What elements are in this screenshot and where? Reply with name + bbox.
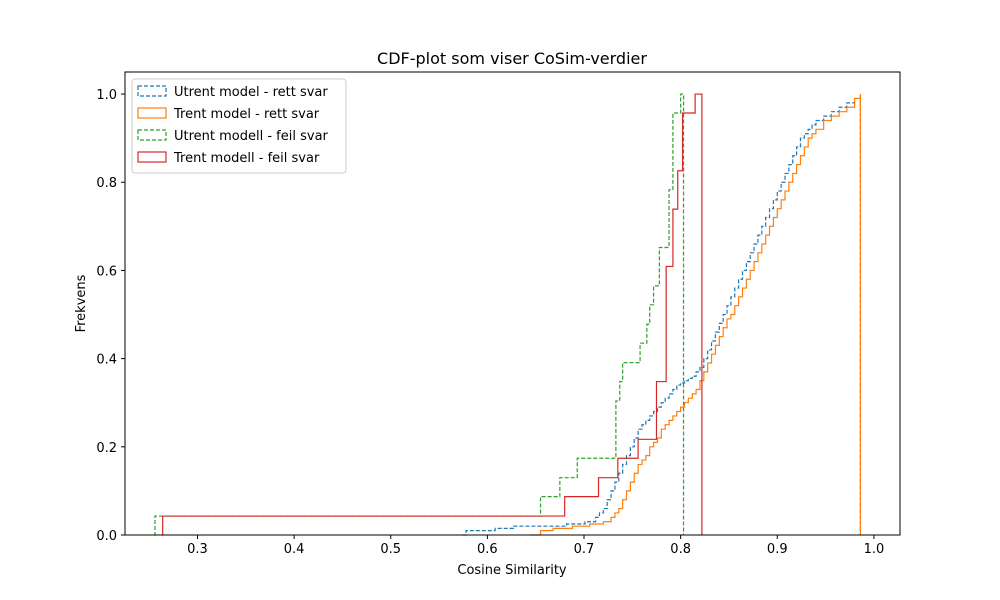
series-lines (153, 93, 861, 536)
y-tick-label: 0.4 (96, 353, 117, 368)
legend-label: Utrent model - rett svar (174, 85, 328, 100)
legend-label: Utrent modell - feil svar (174, 129, 329, 144)
x-tick-label: 0.6 (477, 542, 498, 557)
x-tick-label: 0.5 (380, 542, 401, 557)
y-axis-label: Frekvens (74, 274, 89, 332)
y-tick-label: 1.0 (96, 88, 117, 103)
x-tick-label: 0.7 (574, 542, 595, 557)
legend-swatch (137, 85, 167, 97)
x-tick-label: 0.8 (670, 542, 691, 557)
legend-frame (131, 78, 347, 174)
y-tick-label: 0.2 (96, 441, 117, 456)
series-line-2 (529, 94, 861, 536)
x-tick-label: 1.0 (864, 542, 885, 557)
y-axis: 0.0 0.2 0.4 0.6 0.8 1.0 (96, 88, 125, 544)
legend-label: Trent modell - feil svar (173, 151, 320, 166)
legend-swatch (137, 151, 167, 163)
x-axis-label: Cosine Similarity (457, 563, 567, 578)
chart-title: CDF-plot som viser CoSim-verdier (377, 49, 647, 68)
x-tick-label: 0.3 (187, 542, 208, 557)
y-tick-label: 0.6 (96, 264, 117, 279)
legend: Utrent model - rett svar Trent model - re… (131, 78, 347, 174)
x-tick-label: 0.9 (767, 542, 788, 557)
plot-frame (124, 71, 901, 536)
y-tick-label: 0.0 (96, 529, 117, 544)
legend-swatch (137, 129, 167, 141)
legend-label: Trent model - rett svar (173, 107, 320, 122)
x-axis: 0.3 0.4 0.5 0.6 0.7 0.8 0.9 1.0 (187, 535, 884, 557)
x-tick-label: 0.4 (284, 542, 305, 557)
series-line-4 (161, 93, 703, 536)
y-tick-label: 0.8 (96, 176, 117, 191)
series-line-1 (462, 94, 861, 536)
series-line-3 (153, 93, 685, 536)
legend-swatch (137, 107, 167, 119)
